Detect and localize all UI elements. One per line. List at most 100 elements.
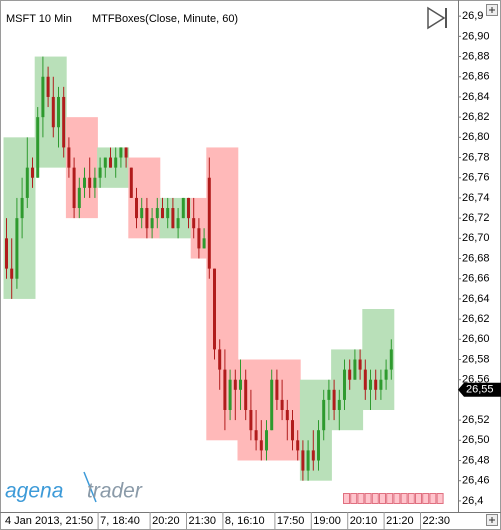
candle-body xyxy=(77,187,81,209)
candle-body xyxy=(244,379,248,411)
last-price-label: 26,55 xyxy=(466,384,494,396)
candle-body xyxy=(363,369,367,390)
candle-body xyxy=(233,379,237,390)
candle-body xyxy=(103,157,107,168)
candle-body xyxy=(384,369,388,380)
y-tick-label: 26,9 xyxy=(462,10,483,22)
candle-body xyxy=(239,379,242,390)
candle-body xyxy=(280,399,284,411)
x-tick-label: 4 Jan 2013, 21:50 xyxy=(5,515,93,527)
candle-body xyxy=(228,379,232,411)
y-tick-label: 26,58 xyxy=(462,353,490,365)
chart-title: MSFT 10 Min xyxy=(6,13,72,25)
candle-body xyxy=(93,177,97,188)
candle-body xyxy=(119,147,123,158)
mtf-box xyxy=(3,137,36,299)
mtf-box xyxy=(65,117,98,219)
toolbar-pad xyxy=(436,493,444,504)
x-tick-label: 8, 16:10 xyxy=(225,515,265,527)
candle-body xyxy=(254,430,258,441)
y-tick-label: 26,4 xyxy=(462,495,483,507)
candle-body xyxy=(150,218,154,229)
y-tick-label: 26,56 xyxy=(462,374,490,386)
candle-body xyxy=(197,228,201,249)
candle-body xyxy=(62,96,66,148)
candle-body xyxy=(192,218,196,229)
indicator-label: MTFBoxes(Close, Minute, 60) xyxy=(92,13,238,25)
candle-body xyxy=(109,157,112,168)
toolbar-pad xyxy=(357,493,365,504)
candle-body xyxy=(51,96,55,128)
expand-icon xyxy=(489,517,495,523)
y-tick-label: 26,82 xyxy=(462,111,490,123)
candle-body xyxy=(207,177,211,269)
y-tick-label: 26,62 xyxy=(462,313,490,325)
candle-body xyxy=(41,76,45,118)
candle-body xyxy=(306,450,310,471)
candle-body xyxy=(46,76,50,97)
y-tick-label: 26,86 xyxy=(462,71,490,83)
candle-body xyxy=(88,177,92,188)
candle-body xyxy=(98,167,102,178)
x-tick-label: 20:20 xyxy=(152,515,180,527)
candle-body xyxy=(20,197,24,219)
candle-body xyxy=(135,197,138,219)
play-button[interactable] xyxy=(427,6,446,30)
candle-body xyxy=(317,430,320,461)
mtf-box xyxy=(299,379,332,481)
toolbar-pad xyxy=(379,493,386,504)
toolbar xyxy=(343,493,444,504)
x-tick-label: 22:30 xyxy=(423,515,451,527)
candle-body xyxy=(270,379,274,431)
logo-brand: agena xyxy=(5,480,63,503)
candle-body xyxy=(31,167,34,178)
y-tick-label: 26,46 xyxy=(462,475,490,487)
y-tick-label: 26,60 xyxy=(462,333,490,345)
candle-body xyxy=(187,197,190,219)
mtf-box xyxy=(331,349,364,431)
candle-body xyxy=(369,379,372,390)
expand-icon xyxy=(489,7,495,13)
candle-body xyxy=(353,359,357,380)
toolbar-pad xyxy=(364,493,372,504)
y-tick-label: 26,88 xyxy=(462,50,490,62)
candle-body xyxy=(374,379,378,390)
candle-body xyxy=(155,208,159,219)
candle-body xyxy=(129,167,133,198)
last-price-marker xyxy=(458,382,501,397)
candle-body xyxy=(181,197,185,219)
toolbar-pad xyxy=(400,493,408,504)
candle-body xyxy=(265,430,268,451)
y-tick-label: 26,66 xyxy=(462,273,490,285)
x-tick-label: 21:30 xyxy=(189,515,217,527)
y-tick-label: 26,90 xyxy=(462,30,490,42)
logo-product: trader xyxy=(87,480,143,503)
y-tick-label: 26,48 xyxy=(462,454,490,466)
y-axis: 26,9 26,90 26,88 26,86 26,84 26,82 26,80 26,78 2… xyxy=(458,10,501,507)
mtf-boxes xyxy=(3,56,395,481)
candle-body xyxy=(218,349,222,370)
toolbar-pad xyxy=(343,493,350,504)
candle-body xyxy=(83,177,86,188)
y-tick-label: 26,52 xyxy=(462,414,490,426)
toolbar-pad xyxy=(415,493,422,504)
toolbar-pad xyxy=(371,493,379,504)
candle-body xyxy=(343,369,346,400)
candle-body xyxy=(5,238,8,269)
candle-body xyxy=(379,379,383,390)
mtf-box xyxy=(128,157,161,239)
candle-body xyxy=(358,359,362,370)
mtf-box xyxy=(237,359,270,461)
candle-body xyxy=(114,157,118,168)
candle-body xyxy=(327,389,331,400)
candle-body xyxy=(322,399,326,431)
y-tick-label: 26,78 xyxy=(462,151,490,163)
candles xyxy=(5,56,393,481)
toolbar-pad xyxy=(350,493,358,504)
candle-body xyxy=(166,208,170,219)
toolbar-pad xyxy=(422,493,430,504)
logo-slash xyxy=(83,471,97,503)
candle-body xyxy=(285,410,289,421)
y-tick-label: 26,80 xyxy=(462,131,490,143)
